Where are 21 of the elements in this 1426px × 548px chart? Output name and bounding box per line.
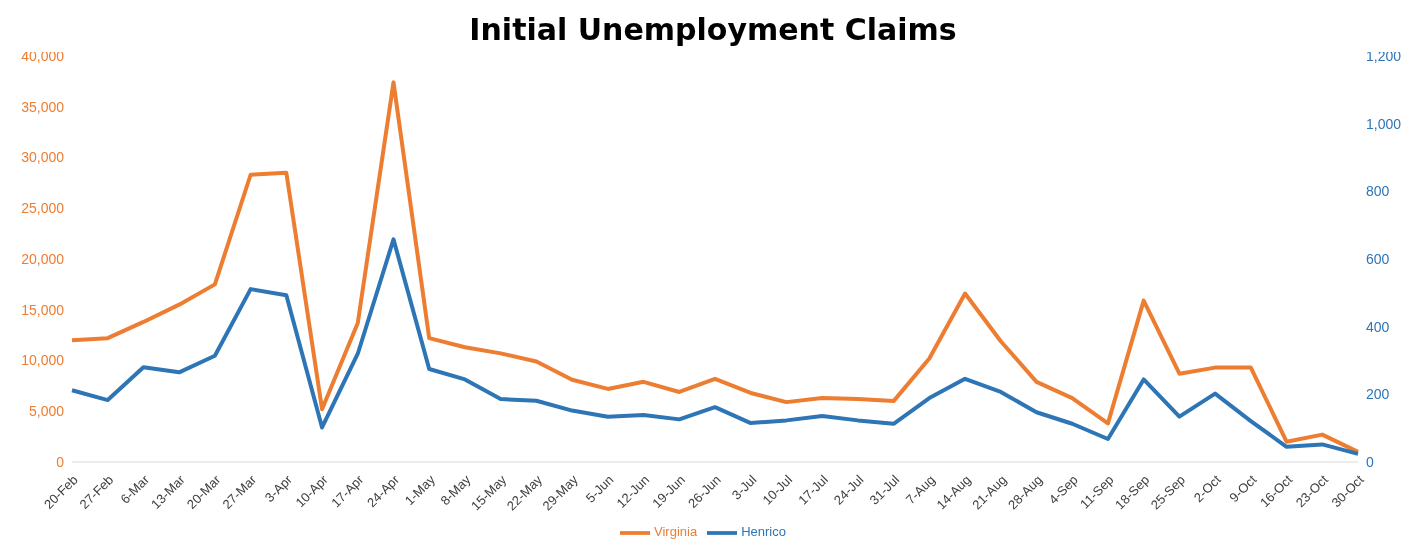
- y-tick-label: 20,000: [21, 250, 65, 267]
- y-tick-label: 5,000: [28, 403, 65, 420]
- line-series: [70, 237, 1360, 456]
- y2-tick-label: 600: [1366, 250, 1390, 267]
- y-tick-label: 15,000: [21, 301, 65, 318]
- y2-tick-label: 800: [1366, 183, 1390, 200]
- y-tick-label: 10,000: [21, 352, 65, 369]
- y-tick-label: 25,000: [21, 200, 65, 217]
- y2-tick-label: 1,200: [1366, 47, 1402, 64]
- y-tick-label: 40,000: [21, 47, 65, 64]
- legend-label: Henrico: [741, 524, 786, 540]
- y2-tick-label: 200: [1366, 386, 1390, 403]
- line-series: [70, 80, 1360, 454]
- y2-tick-label: 1,000: [1366, 115, 1402, 132]
- y-tick-label: 0: [56, 453, 65, 470]
- y2-tick-label: 400: [1366, 318, 1390, 335]
- y-tick-label: 35,000: [21, 98, 65, 115]
- y-tick-label: 30,000: [21, 149, 65, 166]
- legend-label: Virginia: [654, 524, 698, 540]
- chart-title: Initial Unemployment Claims: [469, 12, 957, 47]
- y2-tick-label: 0: [1366, 453, 1374, 470]
